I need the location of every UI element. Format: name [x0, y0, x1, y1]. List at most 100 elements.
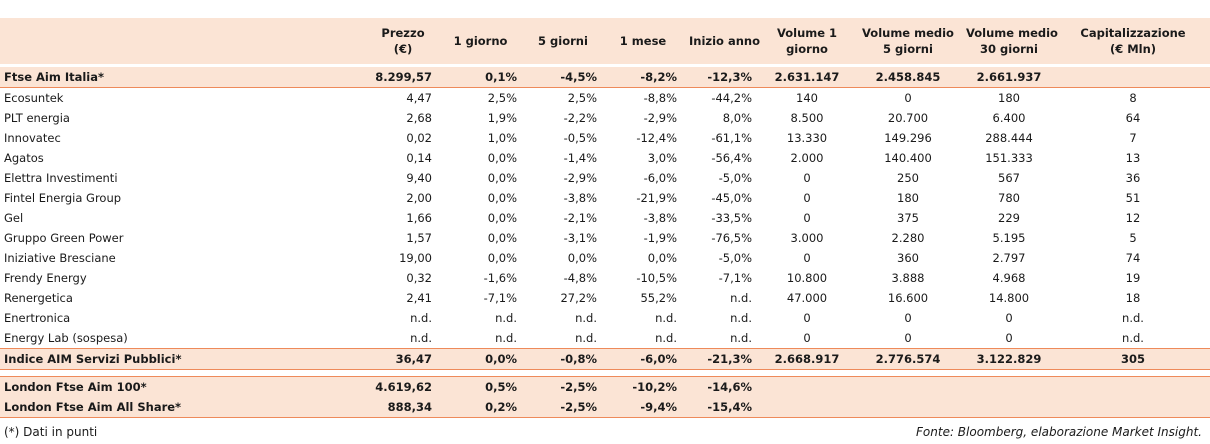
cell: 6.400: [992, 111, 1026, 125]
cell: -7,1%: [483, 291, 517, 305]
header-text: Volume medio: [862, 26, 954, 40]
cell: Agatos: [4, 151, 44, 165]
cell: 0,02: [406, 131, 432, 145]
cell: Ecosuntek: [4, 91, 64, 105]
cell: PLT energia: [4, 111, 70, 125]
header-text: Inizio anno: [689, 34, 760, 48]
cell: [760, 397, 858, 418]
cell: 0: [904, 311, 912, 325]
cell: n.d.: [495, 311, 517, 325]
cell: -0,5%: [563, 131, 597, 145]
cell: 8,0%: [722, 111, 752, 125]
source: Fonte: Bloomberg, elaborazione Market In…: [916, 425, 1202, 439]
column-header: Volume medio 5 giorni: [858, 18, 962, 67]
cell: n.d.: [575, 331, 597, 345]
cell: 2.000: [790, 151, 824, 165]
cell: 567: [998, 171, 1020, 185]
cell: 3.122.829: [962, 348, 1060, 370]
cell: 12: [1125, 211, 1141, 225]
cell: 250: [897, 171, 919, 185]
row: Ecosuntek 4,47 2,5% 2,5% -8,8% -44,2% 140 0 180 8: [0, 88, 1210, 109]
cell: 55,2%: [640, 291, 677, 305]
cell: -56,4%: [711, 151, 752, 165]
cell: 0,0%: [487, 171, 517, 185]
cell: 64: [1125, 111, 1141, 125]
cell: 180: [998, 91, 1020, 105]
cell: -3,8%: [563, 191, 597, 205]
cell: Iniziative Bresciane: [4, 251, 116, 265]
cell: -44,2%: [711, 91, 752, 105]
gap-row: [0, 369, 1210, 377]
cell: 0: [803, 191, 811, 205]
cell: -45,0%: [711, 191, 752, 205]
cell: 0: [1005, 331, 1013, 345]
cell: n.d.: [1122, 311, 1144, 325]
cell: -7,1%: [718, 271, 752, 285]
cell: 2.797: [992, 251, 1026, 265]
cell: [858, 397, 962, 418]
cell: 2,5%: [567, 91, 597, 105]
cell: 360: [897, 251, 919, 265]
cell: 1,0%: [487, 131, 517, 145]
column-header: 1 giorno: [440, 18, 525, 67]
cell: 0,0%: [487, 211, 517, 225]
cell: Ftse Aim Italia*: [0, 64, 370, 88]
cell: 0,2%: [440, 397, 525, 418]
row: Gel 1,66 0,0% -2,1% -3,8% -33,5% 0 375 229 12: [0, 208, 1210, 228]
cell: 8: [1129, 91, 1137, 105]
cell: -2,9%: [643, 111, 677, 125]
header-text: (€ Mln): [1109, 42, 1157, 56]
cell: 3.888: [891, 271, 925, 285]
cell: -15,4%: [685, 397, 760, 418]
cell: -2,1%: [563, 211, 597, 225]
cell: -1,6%: [483, 271, 517, 285]
row: Fintel Energia Group 2,00 0,0% -3,8% -21,9% -…: [0, 188, 1210, 208]
cell: 10.800: [786, 271, 828, 285]
cell: -12,4%: [636, 131, 677, 145]
cell: 4.968: [992, 271, 1026, 285]
cell: 16.600: [887, 291, 929, 305]
header-text: 30 giorni: [980, 42, 1038, 56]
cell: 0,32: [406, 271, 432, 285]
cell: 19: [1125, 271, 1141, 285]
cell: 180: [897, 191, 919, 205]
cell: 8.299,57: [370, 64, 440, 88]
header-text: Prezzo: [381, 26, 425, 40]
cell: 18: [1125, 291, 1141, 305]
cell: 2,68: [406, 111, 432, 125]
cell: -8,2%: [605, 64, 685, 88]
cell: London Ftse Aim All Share*: [0, 397, 370, 418]
cell: -1,9%: [643, 231, 677, 245]
cell: 20.700: [887, 111, 929, 125]
cell: [858, 376, 962, 397]
cell: 8.500: [790, 111, 824, 125]
row: Indice AIM Servizi Pubblici* 36,47 0,0% -0,…: [0, 348, 1210, 370]
cell: n.d.: [730, 291, 752, 305]
cell: 2.631.147: [760, 64, 858, 88]
cell: 2,5%: [487, 91, 517, 105]
cell: 0,0%: [440, 348, 525, 370]
header-text: 1 mese: [619, 34, 667, 48]
cell: 3,0%: [647, 151, 677, 165]
cell: -6,0%: [605, 348, 685, 370]
cell: n.d.: [495, 331, 517, 345]
cell: 13.330: [786, 131, 828, 145]
cell: 5: [1129, 231, 1137, 245]
cell: 0,5%: [440, 376, 525, 397]
cell: London Ftse Aim 100*: [0, 376, 370, 397]
cell: 4.619,62: [370, 376, 440, 397]
row: Frendy Energy 0,32 -1,6% -4,8% -10,5% -7,1% 10…: [0, 268, 1210, 288]
cell: 0,1%: [440, 64, 525, 88]
cell: -2,9%: [563, 171, 597, 185]
row: Ftse Aim Italia* 8.299,57 0,1% -4,5% -8,2% -1…: [0, 64, 1210, 88]
gap-cell: [0, 369, 1210, 377]
cell: 0,0%: [487, 231, 517, 245]
header-text: giorno: [786, 42, 828, 56]
cell: 13: [1125, 151, 1141, 165]
cell: 151.333: [985, 151, 1033, 165]
cell: Fintel Energia Group: [4, 191, 122, 205]
section: Indice AIM Servizi Pubblici* 36,47 0,0% -0,…: [0, 348, 1210, 370]
cell: Renergetica: [4, 291, 73, 305]
row: Gruppo Green Power 1,57 0,0% -3,1% -1,9% -76,…: [0, 228, 1210, 248]
header-text: (€): [393, 42, 413, 56]
